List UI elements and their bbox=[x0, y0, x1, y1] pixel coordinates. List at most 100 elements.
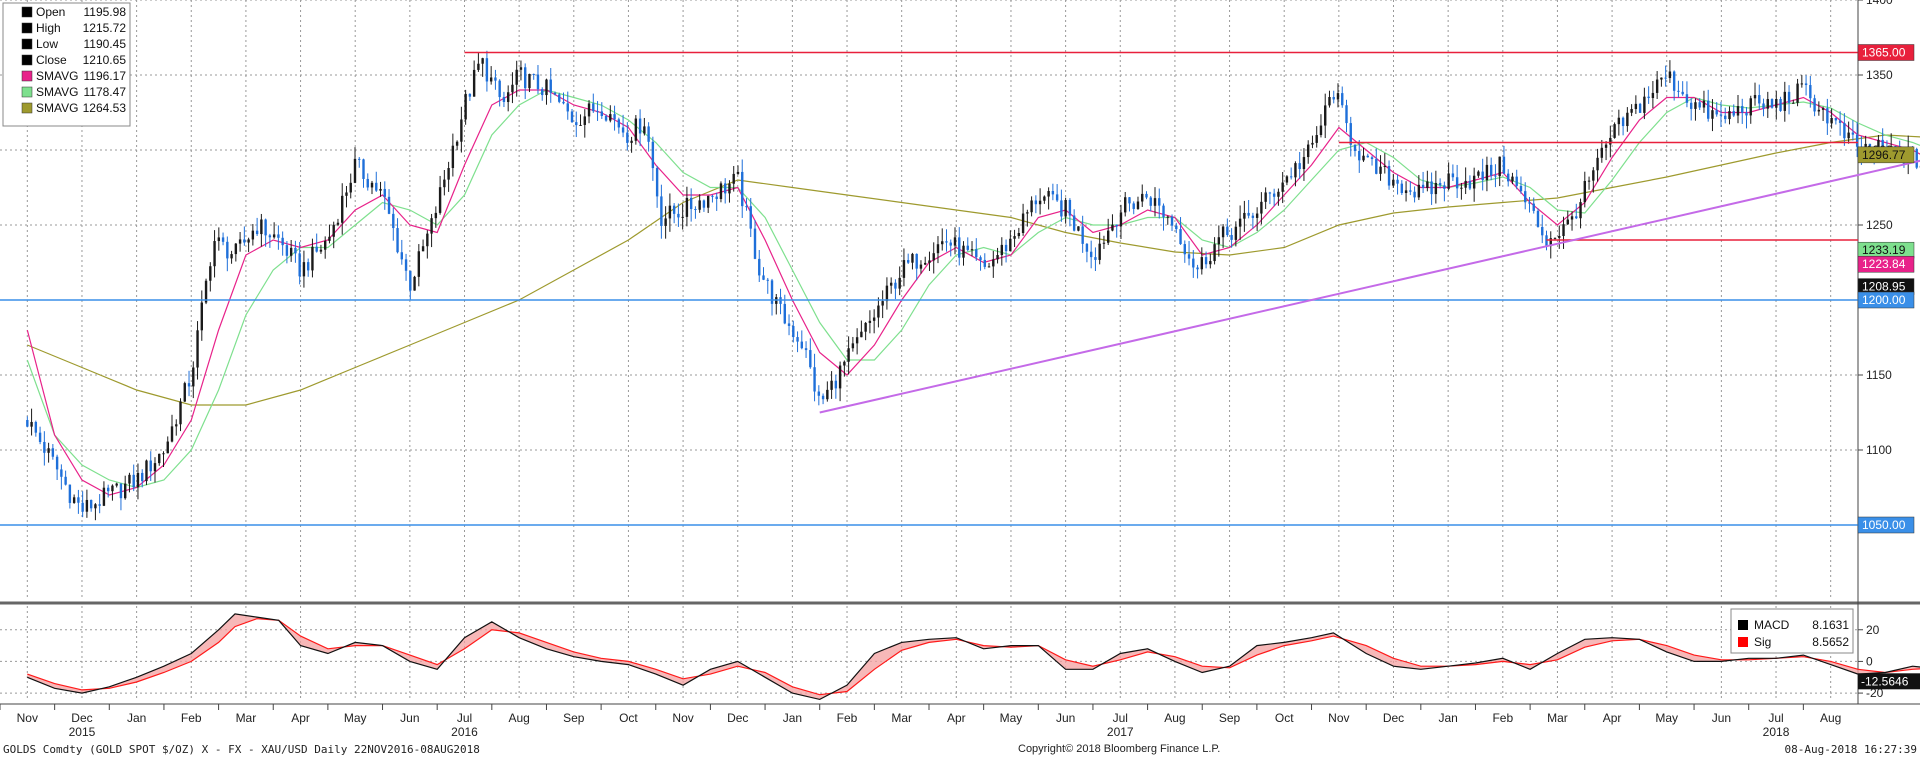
candle-body bbox=[260, 219, 263, 235]
x-tick-label: Jul bbox=[457, 711, 472, 725]
candle-body bbox=[277, 234, 280, 238]
moving-averages bbox=[26, 89, 1920, 496]
candle-body bbox=[694, 209, 697, 211]
candle-body bbox=[1558, 236, 1561, 238]
candle-body bbox=[1400, 183, 1404, 194]
candle-body bbox=[268, 235, 272, 238]
candle-body bbox=[1587, 180, 1591, 182]
signal-line bbox=[27, 618, 1920, 696]
candle-body bbox=[1098, 243, 1101, 260]
candle-body bbox=[524, 67, 527, 89]
candle-body bbox=[417, 251, 421, 277]
candle-body bbox=[43, 441, 46, 453]
legend-swatch bbox=[21, 86, 33, 98]
candle-body bbox=[153, 463, 157, 472]
x-tick-label: Jan bbox=[783, 711, 802, 725]
x-tick-label: Mar bbox=[1547, 711, 1568, 725]
candle-body bbox=[1047, 190, 1050, 197]
candle-body bbox=[1507, 173, 1510, 182]
candle-body bbox=[1404, 190, 1408, 194]
candle-body bbox=[1443, 185, 1446, 189]
candle-body bbox=[443, 179, 446, 188]
candle-body bbox=[1460, 187, 1463, 189]
candle-body bbox=[1464, 180, 1467, 188]
candle-body bbox=[570, 111, 574, 123]
candle-body bbox=[1647, 96, 1650, 99]
candle-body bbox=[711, 195, 714, 197]
macd-signal-fill bbox=[27, 613, 1920, 700]
legend-value: 1178.47 bbox=[84, 85, 127, 99]
candle-body bbox=[1502, 156, 1506, 174]
candle-body bbox=[464, 93, 467, 120]
candle-body bbox=[872, 317, 876, 321]
macd-tick-label: -20 bbox=[1866, 686, 1884, 700]
candle-body bbox=[1719, 114, 1723, 116]
candle-body bbox=[306, 262, 310, 271]
candle-body bbox=[1430, 181, 1433, 195]
x-tick-label: Dec bbox=[71, 711, 92, 725]
candle-body bbox=[119, 483, 123, 499]
x-tick-label: Jun bbox=[1712, 711, 1731, 725]
candle-body bbox=[460, 119, 463, 142]
candle-body bbox=[111, 485, 114, 492]
candle-body bbox=[1707, 100, 1710, 119]
candle-body bbox=[1341, 93, 1344, 106]
candle-body bbox=[1204, 257, 1208, 265]
legend-value: 1264.53 bbox=[83, 101, 127, 115]
candle-body bbox=[796, 337, 799, 342]
candle-body bbox=[1170, 216, 1174, 226]
x-tick-label: Apr bbox=[1603, 711, 1622, 725]
x-tick-label: Aug bbox=[1164, 711, 1185, 725]
candle-body bbox=[1175, 225, 1178, 230]
candle-body bbox=[1183, 244, 1186, 255]
axis-tag bbox=[1857, 255, 1915, 273]
axis-tag bbox=[1858, 673, 1920, 690]
candle-body bbox=[404, 259, 408, 271]
candle-body bbox=[630, 140, 633, 143]
candle-body bbox=[1638, 103, 1642, 113]
candle-body bbox=[26, 420, 29, 427]
candle-body bbox=[51, 448, 55, 457]
legend-label: Low bbox=[36, 37, 58, 51]
candle-body bbox=[1711, 110, 1714, 119]
candle-body bbox=[753, 228, 757, 259]
candle-body bbox=[1379, 166, 1382, 174]
candle-body bbox=[804, 348, 808, 351]
candle-body bbox=[1617, 117, 1621, 125]
candle-body bbox=[826, 389, 829, 400]
candle-body bbox=[1336, 93, 1340, 100]
candle-body bbox=[30, 421, 33, 427]
candle-body bbox=[992, 259, 995, 267]
candle-body bbox=[379, 188, 382, 191]
x-tick-label: Aug bbox=[508, 711, 529, 725]
candle-body bbox=[481, 58, 484, 64]
candle-body bbox=[1043, 196, 1046, 201]
candle-body bbox=[1315, 135, 1318, 143]
candle-body bbox=[1749, 98, 1752, 116]
candle-body bbox=[1809, 85, 1812, 99]
candle-body bbox=[485, 58, 489, 82]
candle-body bbox=[766, 279, 769, 281]
candle-body bbox=[1387, 165, 1391, 186]
candle-body bbox=[1038, 200, 1042, 205]
candle-body bbox=[1238, 218, 1242, 227]
candle-body bbox=[1847, 132, 1850, 139]
candle-body bbox=[851, 343, 855, 349]
candle-body bbox=[1877, 139, 1880, 153]
macd-lines bbox=[27, 613, 1920, 701]
candle-body bbox=[1532, 203, 1535, 211]
candle-body bbox=[770, 280, 774, 304]
axis-tag-label: 1050.00 bbox=[1862, 518, 1906, 532]
candle-body bbox=[77, 497, 80, 503]
candle-body bbox=[579, 124, 582, 126]
candle-body bbox=[1353, 144, 1357, 151]
candle-body bbox=[1383, 165, 1386, 167]
candle-body bbox=[47, 448, 50, 453]
candle-body bbox=[519, 67, 523, 70]
candle-body bbox=[421, 246, 425, 252]
candle-body bbox=[1775, 98, 1778, 108]
candle-body bbox=[583, 116, 586, 125]
candle-body bbox=[494, 77, 497, 81]
x-tick-label: Jul bbox=[1113, 711, 1128, 725]
x-tick-label: May bbox=[344, 711, 367, 725]
